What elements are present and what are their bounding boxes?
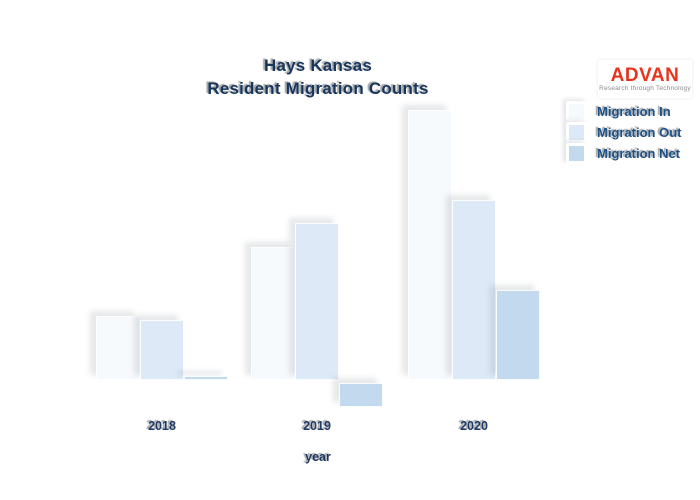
chart-title: Hays Kansas Resident Migration Counts — [0, 54, 636, 100]
x-axis-title: year — [305, 450, 331, 464]
legend-label-migration-in: Migration In — [597, 104, 671, 119]
legend-swatch-migration-in — [566, 101, 587, 122]
x-tick-2019: 2019 — [303, 419, 331, 433]
bar-migration-out-2019 — [295, 223, 339, 380]
legend-item-migration-out: Migration Out — [566, 122, 682, 143]
chart-title-line2: Resident Migration Counts — [207, 79, 429, 98]
advan-logo-text: ADVAN — [610, 64, 680, 86]
legend-item-migration-in: Migration In — [566, 101, 682, 122]
bar-migration-out-2020 — [452, 200, 496, 380]
bar-migration-in-2018 — [96, 316, 140, 380]
bar-migration-out-2018 — [140, 320, 184, 380]
chart-title-line1: Hays Kansas — [263, 56, 373, 75]
legend-label-migration-net: Migration Net — [597, 146, 681, 161]
bar-migration-net-2020 — [496, 290, 540, 380]
x-tick-2020: 2020 — [460, 419, 488, 433]
x-tick-2018: 2018 — [148, 419, 176, 433]
bar-migration-net-2019 — [339, 383, 383, 407]
legend-swatch-migration-net — [566, 143, 587, 164]
legend: Migration In Migration Out Migration Net — [566, 101, 682, 164]
legend-label-migration-out: Migration Out — [597, 125, 682, 140]
advan-logo: ADVAN Research through Technology — [598, 60, 692, 98]
legend-item-migration-net: Migration Net — [566, 143, 682, 164]
legend-swatch-migration-out — [566, 122, 587, 143]
bar-migration-net-2018 — [184, 376, 228, 380]
bar-migration-in-2019 — [251, 247, 295, 380]
advan-logo-tagline: Research through Technology — [599, 84, 691, 92]
bar-migration-in-2020 — [408, 110, 452, 380]
